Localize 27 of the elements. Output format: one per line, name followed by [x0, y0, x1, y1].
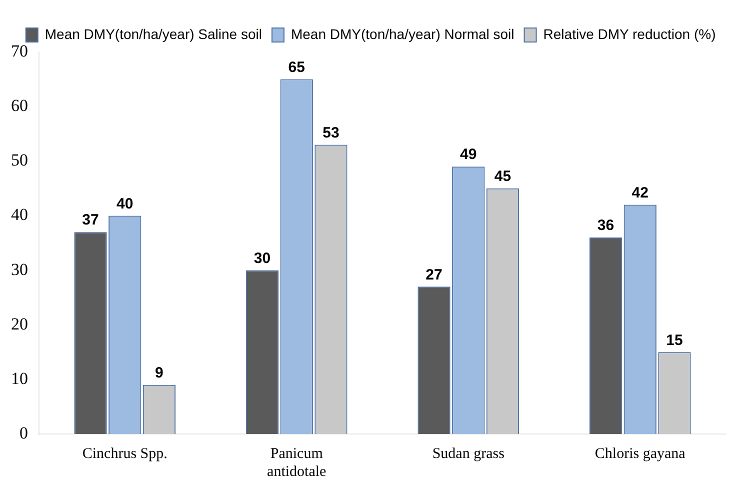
legend-label: Relative DMY reduction (%): [543, 26, 716, 42]
data-label: 36: [597, 217, 614, 234]
y-tick-label: 30: [11, 260, 28, 279]
data-label: 45: [494, 168, 512, 186]
y-tick-label: 70: [11, 41, 28, 60]
y-tick-label: 0: [20, 423, 28, 442]
data-label: 9: [155, 364, 164, 382]
data-label: 30: [254, 250, 271, 267]
y-tick-label: 60: [11, 96, 28, 116]
x-tick-label: Panicum antidotale: [267, 446, 327, 480]
data-label: 40: [116, 195, 134, 212]
x-tick-label: Chloris gayana: [594, 446, 686, 462]
data-label: 42: [632, 184, 648, 202]
data-label: 15: [666, 332, 683, 349]
legend-label: Mean DMY(ton/ha/year) Normal soil: [290, 26, 514, 42]
x-tick-label: Sudan grass: [432, 446, 505, 462]
data-label: 65: [288, 58, 305, 76]
x-tick-label: Cinchrus Spp.: [82, 446, 168, 462]
y-tick-label: 20: [11, 314, 28, 334]
data-label: 37: [82, 212, 99, 229]
data-label: 49: [460, 146, 477, 164]
y-tick-label: 50: [11, 150, 28, 170]
data-label: 27: [426, 266, 442, 284]
y-tick-label: 40: [11, 205, 28, 224]
y-tick-label: 10: [11, 368, 28, 388]
data-label: 53: [322, 124, 340, 142]
legend-label: Mean DMY(ton/ha/year) Saline soil: [44, 26, 262, 42]
